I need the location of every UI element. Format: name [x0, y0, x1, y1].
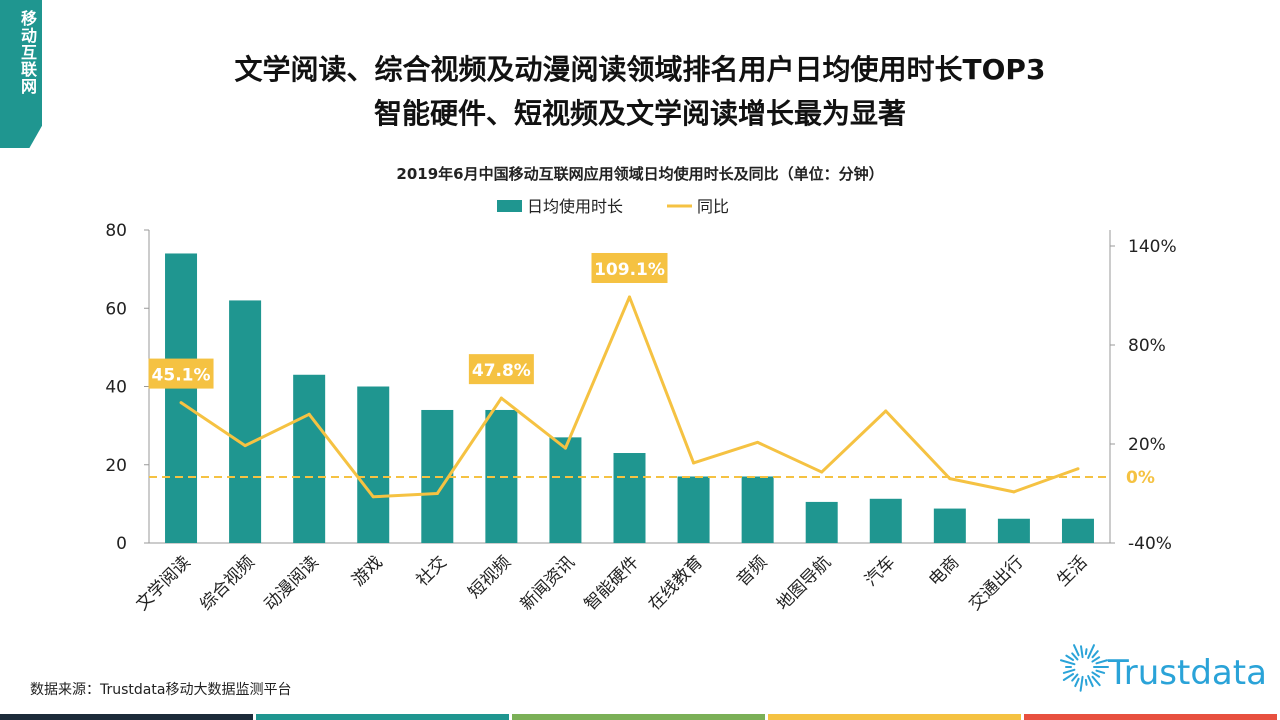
category-label: 交通出行 [965, 552, 1027, 614]
yoy-point-游戏 [371, 495, 375, 499]
category-label: 音频 [733, 552, 771, 590]
footer-stripe [512, 714, 765, 720]
yoy-point-社交 [435, 492, 439, 495]
annotation-智能硬件: 109.1% [591, 252, 668, 283]
bar-电商 [933, 508, 966, 543]
legend-line-label: 同比 [697, 197, 729, 216]
footer-stripe [0, 714, 253, 720]
bar-汽车 [869, 498, 902, 543]
annotation-文学阅读: 45.1% [148, 358, 214, 389]
bar-文学阅读 [165, 253, 198, 543]
yoy-point-短视频 [499, 396, 503, 400]
bar-游戏 [357, 386, 390, 543]
category-label: 综合视频 [196, 552, 258, 614]
footer-stripe [256, 714, 509, 720]
section-tag: 移动互联网 [0, 0, 42, 148]
bar-综合视频 [229, 300, 262, 543]
right-tick-label: -40% [1128, 534, 1172, 554]
yoy-point-交通出行 [1012, 490, 1016, 494]
legend: 日均使用时长 同比 [497, 197, 729, 216]
bar-新闻资讯 [549, 437, 582, 543]
left-tick-label: 20 [105, 456, 127, 476]
left-tick-label: 60 [105, 299, 127, 319]
left-tick-label: 80 [105, 221, 127, 241]
yoy-point-汽车 [884, 409, 888, 413]
section-tag-text: 移动互联网 [18, 10, 37, 95]
bar-地图导航 [805, 501, 838, 543]
yoy-point-生活 [1076, 467, 1080, 471]
headline-line-1: 文学阅读、综合视频及动漫阅读领域排名用户日均使用时长TOP3 [234, 53, 1046, 86]
chart-title: 2019年6月中国移动互联网应用领域日均使用时长及同比（单位：分钟） [396, 165, 884, 183]
category-label: 动漫阅读 [260, 552, 322, 614]
annotation-短视频: 47.8% [468, 354, 534, 385]
yoy-point-电商 [948, 477, 952, 481]
yoy-point-新闻资讯 [563, 446, 567, 450]
bar-动漫阅读 [293, 374, 326, 543]
category-label: 短视频 [465, 552, 515, 602]
svg-text:109.1%: 109.1% [594, 260, 665, 280]
yoy-point-综合视频 [243, 444, 247, 448]
bar-生活 [1061, 518, 1094, 543]
bar-智能硬件 [613, 453, 646, 543]
category-label: 生活 [1053, 552, 1091, 590]
data-source: 数据来源：Trustdata移动大数据监测平台 [30, 682, 292, 698]
yoy-point-智能硬件 [628, 295, 631, 299]
bar-在线教育 [677, 476, 710, 543]
legend-bar-label: 日均使用时长 [527, 197, 623, 216]
yoy-point-在线教育 [692, 461, 696, 465]
category-label: 社交 [413, 552, 451, 590]
left-tick-label: 0 [116, 534, 127, 554]
svg-text:45.1%: 45.1% [152, 366, 211, 386]
right-tick-label: 80% [1128, 336, 1166, 356]
category-label: 电商 [925, 552, 963, 590]
category-label: 在线教育 [645, 552, 707, 614]
logo-text: Trustdata [1107, 653, 1267, 693]
category-label: 地图导航 [773, 552, 835, 614]
trustdata-logo: Trustdata [1060, 644, 1267, 693]
zero-reference-label: 0% [1126, 468, 1155, 488]
right-tick-label: 140% [1128, 237, 1177, 257]
footer-stripe [1024, 714, 1277, 720]
bar-音频 [741, 476, 774, 543]
footer-stripes [0, 714, 1280, 720]
yoy-point-动漫阅读 [307, 412, 311, 416]
category-label: 智能硬件 [581, 552, 643, 614]
bar-交通出行 [997, 518, 1030, 543]
category-label: 文学阅读 [132, 552, 194, 614]
legend-bar-swatch [497, 200, 522, 212]
svg-text:47.8%: 47.8% [472, 361, 531, 381]
headline-line-2: 智能硬件、短视频及文学阅读增长最为显著 [373, 97, 906, 130]
yoy-point-地图导航 [820, 470, 824, 474]
yoy-point-文学阅读 [179, 401, 183, 405]
category-label: 新闻资讯 [517, 552, 579, 614]
yoy-point-音频 [756, 440, 760, 444]
footer-stripe [768, 714, 1021, 720]
category-label: 游戏 [349, 552, 387, 590]
category-label: 汽车 [861, 552, 899, 590]
left-tick-label: 40 [105, 378, 127, 398]
right-tick-label: 20% [1128, 435, 1166, 455]
